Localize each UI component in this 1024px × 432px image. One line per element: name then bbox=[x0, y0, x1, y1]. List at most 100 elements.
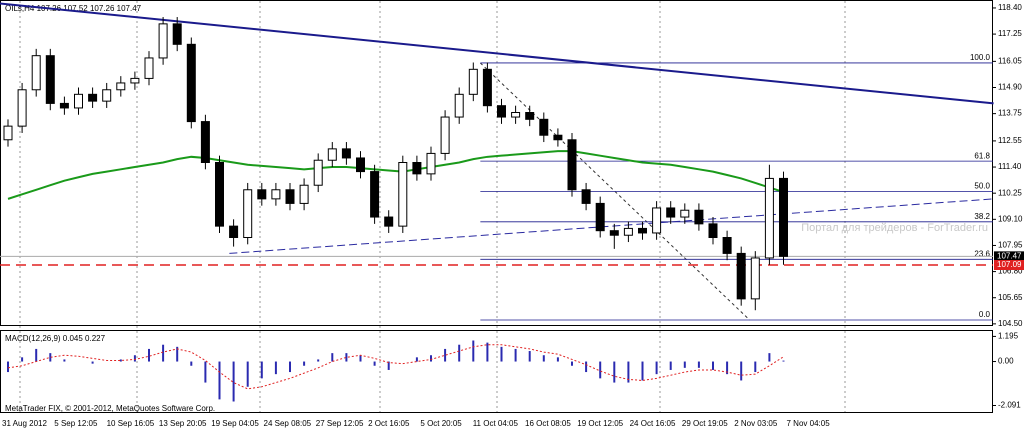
candle-body bbox=[271, 189, 281, 200]
candle-body bbox=[3, 125, 13, 141]
candle-body bbox=[750, 257, 760, 300]
candle-body bbox=[581, 189, 591, 204]
candle-body bbox=[398, 162, 408, 227]
fib-label: 61.8 bbox=[974, 151, 990, 160]
candle-body bbox=[215, 162, 224, 227]
candle-body bbox=[130, 77, 140, 84]
candle-body bbox=[567, 139, 577, 191]
fib-label: 38.2 bbox=[974, 212, 990, 221]
candle-body bbox=[88, 93, 98, 102]
macd-y-tick-label: 1.195 bbox=[998, 332, 1019, 341]
chart-title: OILs,H4 107.26 107.52 107.26 107.47 bbox=[5, 4, 142, 13]
candle-body bbox=[186, 43, 196, 123]
x-tick-label: 19 Oct 12:05 bbox=[577, 419, 623, 428]
candle-body bbox=[45, 55, 55, 104]
macd-y-tick-label: 0.00 bbox=[998, 357, 1014, 366]
candle-body bbox=[144, 57, 154, 79]
alert-price-label: 107.09 bbox=[997, 260, 1022, 269]
candle-body bbox=[539, 118, 549, 136]
candle-body bbox=[779, 177, 788, 257]
candle-body bbox=[356, 157, 365, 173]
fib-label: 100.0 bbox=[970, 53, 991, 62]
candle-body bbox=[638, 227, 647, 234]
x-tick-label: 5 Sep 12:05 bbox=[54, 419, 98, 428]
y-tick-label: 113.75 bbox=[998, 109, 1022, 118]
trendline bbox=[229, 198, 994, 254]
y-tick-label: 110.25 bbox=[998, 188, 1022, 197]
candle-body bbox=[116, 82, 126, 91]
candle-body bbox=[285, 189, 295, 204]
macd-y-tick-label: -2.091 bbox=[998, 401, 1021, 410]
candle-body bbox=[31, 55, 41, 91]
candle-body bbox=[440, 116, 450, 154]
x-tick-label: 2 Oct 16:05 bbox=[368, 419, 410, 428]
x-tick-label: 24 Oct 16:05 bbox=[630, 419, 676, 428]
candle-body bbox=[102, 89, 112, 102]
x-tick-label: 29 Oct 19:05 bbox=[682, 419, 728, 428]
x-tick-label: 5 Oct 20:05 bbox=[420, 419, 462, 428]
candle-body bbox=[595, 202, 605, 232]
vertical-grid bbox=[19, 1, 846, 412]
y-tick-label: 107.95 bbox=[998, 241, 1023, 250]
candle-body bbox=[327, 148, 337, 161]
y-tick-label: 117.25 bbox=[998, 29, 1022, 38]
x-tick-label: 10 Sep 16:05 bbox=[107, 419, 155, 428]
candle-body bbox=[426, 152, 436, 175]
candle-body bbox=[158, 23, 168, 59]
candle-body bbox=[172, 23, 182, 45]
macd-signal bbox=[7, 344, 784, 390]
candle-body bbox=[341, 148, 351, 159]
candle-body bbox=[468, 68, 478, 95]
x-tick-label: 31 Aug 2012 bbox=[2, 419, 47, 428]
candle-body bbox=[553, 134, 563, 141]
candle-body bbox=[370, 171, 380, 218]
watermark: Портал для трейдеров - ForTrader.ru bbox=[801, 222, 988, 234]
y-tick-label: 112.55 bbox=[998, 136, 1022, 145]
fib-label: 0.0 bbox=[979, 310, 991, 319]
candle-body bbox=[482, 68, 492, 107]
candle-body bbox=[511, 112, 521, 118]
candle-body bbox=[708, 223, 718, 238]
candle-body bbox=[243, 189, 253, 238]
fib-label: 23.6 bbox=[974, 249, 990, 258]
x-tick-label: 2 Nov 03:05 bbox=[734, 419, 778, 428]
y-tick-label: 111.40 bbox=[998, 162, 1022, 171]
candle-body bbox=[412, 162, 422, 175]
candle-body bbox=[200, 121, 210, 164]
y-tick-label: 114.90 bbox=[998, 83, 1022, 92]
candle-body bbox=[525, 112, 535, 120]
candle-body bbox=[229, 225, 239, 239]
candle-body bbox=[59, 102, 69, 109]
candle-body bbox=[722, 237, 732, 254]
y-tick-label: 109.10 bbox=[998, 214, 1023, 223]
x-tick-label: 27 Sep 12:05 bbox=[316, 419, 364, 428]
candle-body bbox=[666, 207, 676, 218]
candle-body bbox=[313, 159, 323, 186]
macd-label: MACD(12,26,9) 0.045 0.227 bbox=[5, 334, 106, 343]
candle-body bbox=[17, 89, 27, 127]
y-tick-label: 106.80 bbox=[998, 267, 1023, 276]
x-tick-label: 19 Sep 04:05 bbox=[211, 419, 259, 428]
candle-body bbox=[694, 209, 704, 225]
candle-body bbox=[609, 230, 619, 236]
candle-body bbox=[454, 93, 464, 118]
moving-average bbox=[7, 150, 784, 200]
candle-body bbox=[652, 207, 662, 234]
candle-body bbox=[299, 184, 309, 204]
y-tick-label: 118.40 bbox=[998, 3, 1022, 12]
candle-body bbox=[680, 209, 690, 218]
x-tick-label: 16 Oct 08:05 bbox=[525, 419, 571, 428]
candle-body bbox=[623, 227, 633, 236]
alert-price-tag bbox=[994, 260, 1024, 270]
x-tick-label: 7 Nov 04:05 bbox=[787, 419, 831, 428]
x-tick-label: 13 Sep 20:05 bbox=[159, 419, 207, 428]
candle-body bbox=[384, 216, 394, 227]
fib-label: 50.0 bbox=[974, 182, 990, 191]
current-price-tag bbox=[994, 251, 1024, 262]
y-tick-label: 104.50 bbox=[998, 319, 1023, 328]
current-price-label: 107.47 bbox=[997, 251, 1022, 260]
y-tick-label: 116.05 bbox=[998, 56, 1022, 65]
candle-body bbox=[497, 105, 506, 118]
candle-body bbox=[74, 93, 83, 109]
